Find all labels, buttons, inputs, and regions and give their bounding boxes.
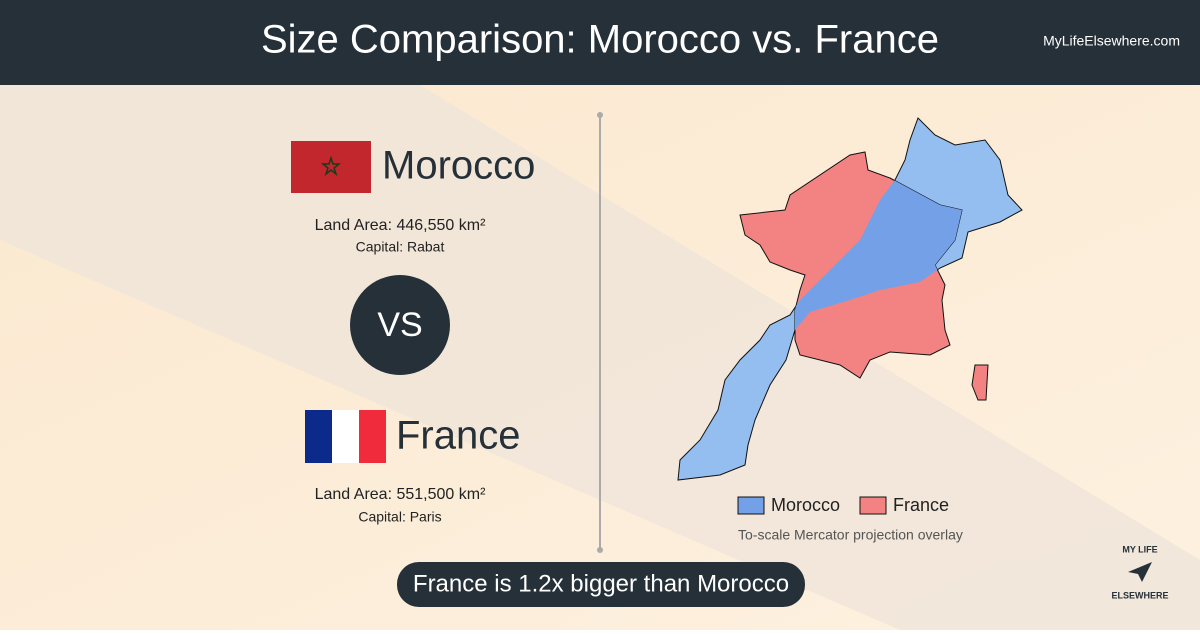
header-bar: [0, 0, 1200, 85]
flag-star: [320, 155, 342, 177]
title: Size Comparison: Morocco vs. France: [261, 18, 939, 62]
land-area: Land Area: 551,500 km²: [315, 486, 486, 503]
legend-label: France: [893, 495, 949, 515]
legend-swatch: [737, 496, 765, 515]
summary: France is 1.2x bigger than Morocco: [413, 570, 789, 597]
summary-pill: [397, 562, 805, 607]
capital: Capital: Paris: [358, 509, 441, 525]
vs-label: VS: [377, 306, 422, 344]
logo-text: MY LIFE: [1122, 544, 1157, 554]
divider-end: [597, 112, 603, 118]
flag-france-red: [359, 410, 386, 463]
flag-france-blue: [305, 410, 332, 463]
site-name: MyLifeElsewhere.com: [1043, 33, 1180, 49]
vs-circle: [350, 275, 450, 375]
land-area: Land Area: 446,550 km²: [315, 217, 486, 234]
legend-label: Morocco: [771, 495, 840, 515]
logo: MY LIFE ELSEWHERE: [1111, 544, 1168, 600]
divider-end: [597, 547, 603, 553]
capital: Capital: Rabat: [356, 239, 445, 255]
logo-plane: [1128, 562, 1152, 582]
country-name: France: [396, 414, 521, 458]
logo-text: ELSEWHERE: [1111, 590, 1168, 600]
france-shape: [739, 151, 989, 401]
country-name: Morocco: [382, 144, 535, 188]
flag-france-white: [332, 410, 359, 463]
corsica: [971, 364, 989, 401]
legend-swatch: [859, 496, 887, 515]
caption: To-scale Mercator projection overlay: [738, 527, 963, 543]
flag-morocco: [291, 141, 371, 193]
